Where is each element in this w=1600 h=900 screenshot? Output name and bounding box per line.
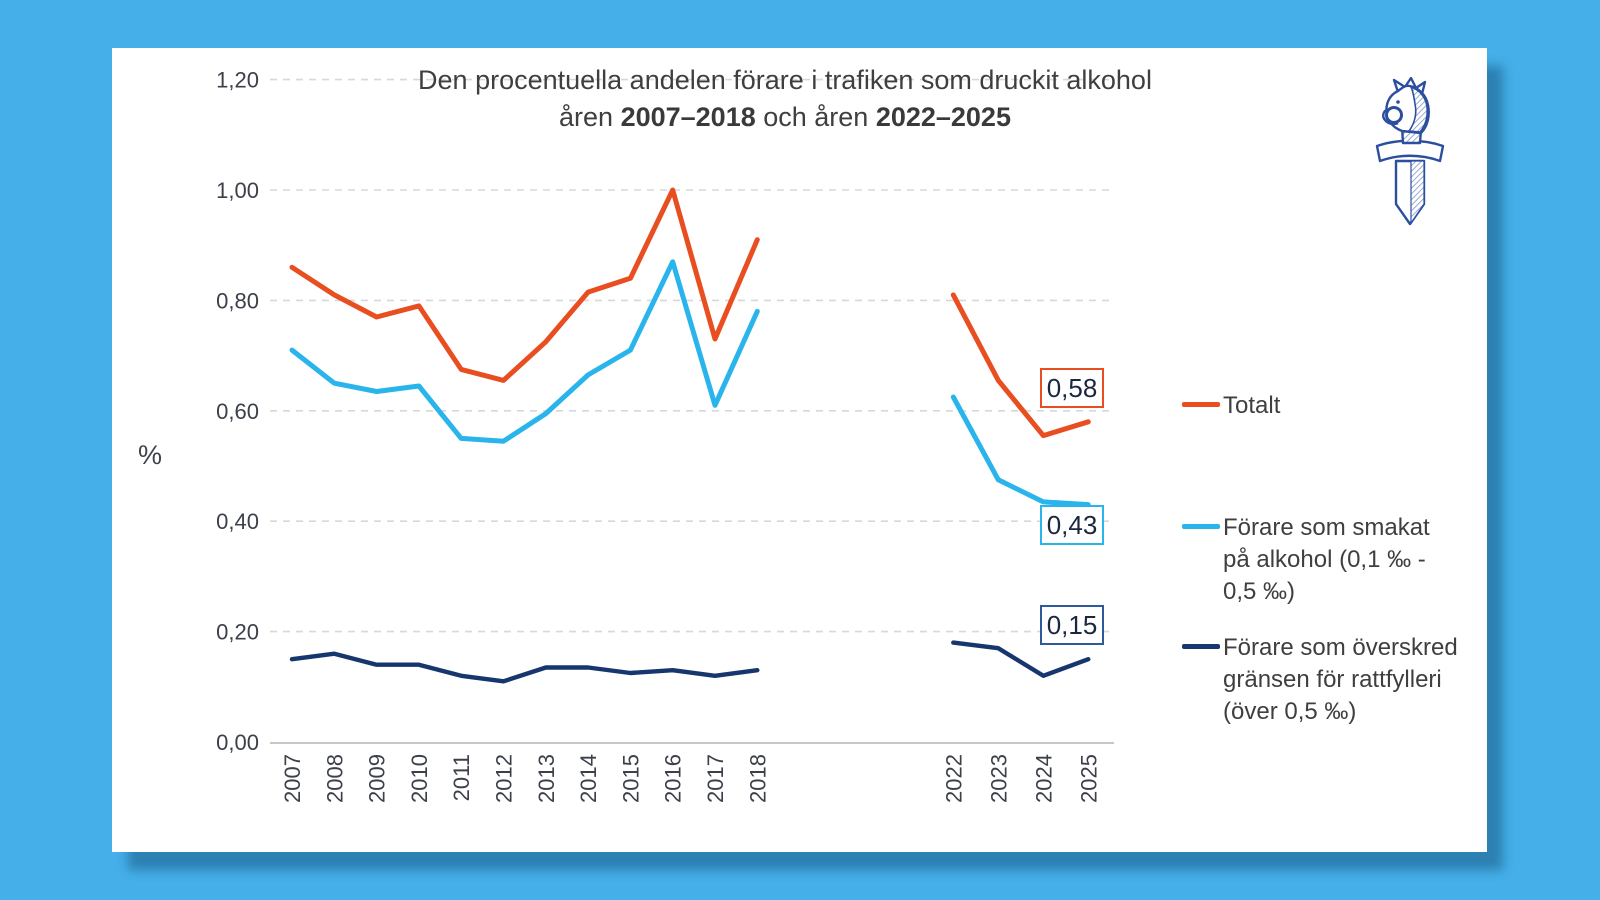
legend-label-smakat: Förare som smakat på alkohol (0,1 ‰ - 0,… <box>1223 514 1430 605</box>
line-chart: 1,20 1,00 0,80 0,60 0,40 0,20 0,00 2007 2008 2009… <box>216 68 1114 803</box>
value-callout-smakat: 0,43 <box>1040 505 1104 545</box>
series-line-rattfylleri <box>289 651 760 684</box>
x-tick-label: 2016 <box>661 754 686 803</box>
x-tick-label: 2024 <box>1031 754 1056 803</box>
legend-swatch-totalt <box>1182 402 1220 407</box>
legend-swatch-smakat <box>1182 524 1220 529</box>
value-callout-rattfylleri: 0,15 <box>1040 605 1104 645</box>
series-line-smakat <box>289 259 760 444</box>
series-line-smakat <box>950 394 1091 508</box>
chart-title-line1: Den procentuella andelen förare i trafik… <box>418 65 1152 95</box>
legend-label-rattfylleri: Förare som överskred gränsen för rattfyl… <box>1223 634 1458 725</box>
x-tick-label: 2025 <box>1076 754 1101 803</box>
value-callout-totalt: 0,58 <box>1040 368 1104 408</box>
legend-label-totalt: Totalt <box>1223 392 1281 419</box>
x-tick-label: 2014 <box>576 754 601 803</box>
legend-item-totalt: Totalt <box>1182 390 1473 422</box>
legend-item-rattfylleri: Förare som överskred gränsen för rattfyl… <box>1182 632 1473 728</box>
y-tick-label: 1,20 <box>216 68 259 93</box>
x-tick-label: 2011 <box>449 754 474 801</box>
x-tick-label: 2012 <box>492 754 517 803</box>
x-tick-label: 2010 <box>407 754 432 803</box>
series-line-rattfylleri <box>951 640 1091 678</box>
x-tick-label: 2007 <box>280 754 305 803</box>
x-tick-label: 2017 <box>703 754 728 803</box>
finnish-police-emblem-icon <box>1375 77 1445 226</box>
x-tick-label: 2018 <box>745 754 770 803</box>
chart-title: Den procentuella andelen förare i trafik… <box>112 62 1458 136</box>
x-tick-label: 2009 <box>365 754 390 803</box>
legend-item-smakat: Förare som smakat på alkohol (0,1 ‰ - 0,… <box>1182 512 1473 608</box>
y-tick-label: 1,00 <box>216 178 259 203</box>
x-tick-label: 2023 <box>986 754 1011 803</box>
y-tick-label: 0,40 <box>216 509 259 534</box>
y-tick-label: 0,80 <box>216 288 259 313</box>
x-tick-label: 2008 <box>322 754 347 803</box>
x-tick-label: 2015 <box>618 754 643 803</box>
series-line-totalt <box>289 187 760 383</box>
x-tick-label: 2022 <box>941 754 966 803</box>
y-axis-unit-label: % <box>138 440 163 470</box>
chart-panel: 1,20 1,00 0,80 0,60 0,40 0,20 0,00 2007 2008 2009… <box>112 48 1487 852</box>
y-tick-label: 0,20 <box>216 620 259 645</box>
legend-swatch-rattfylleri <box>1182 644 1220 649</box>
y-tick-label: 0,00 <box>216 730 259 755</box>
y-tick-label: 0,60 <box>216 399 259 424</box>
x-tick-label: 2013 <box>534 754 559 803</box>
chart-title-line2: åren 2007–2018 och åren 2022–2025 <box>559 102 1011 132</box>
series-line-totalt <box>950 292 1091 439</box>
